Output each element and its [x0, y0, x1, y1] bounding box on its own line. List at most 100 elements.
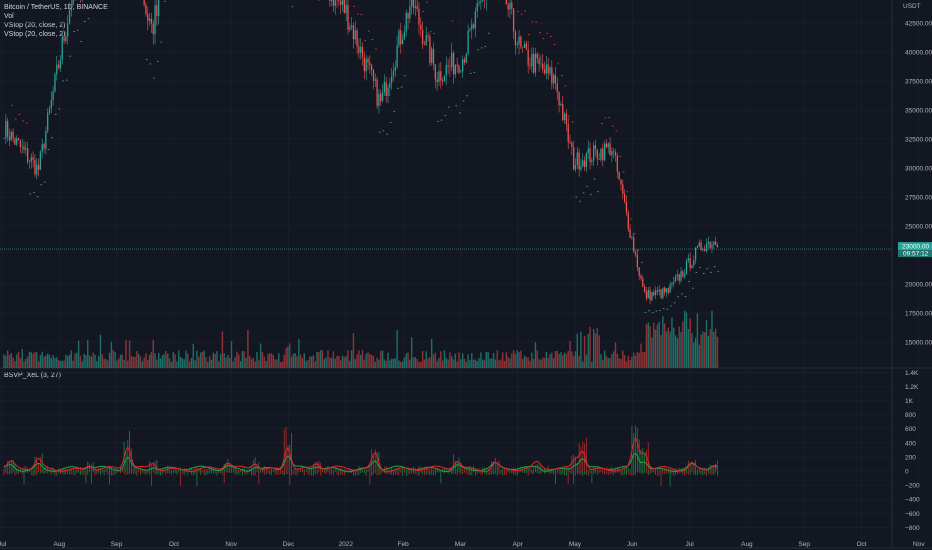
- volume-bar: [12, 357, 14, 368]
- vstop-dot: [648, 310, 650, 312]
- candle: [10, 131, 12, 141]
- volume-bar: [529, 360, 531, 368]
- volume-bar: [578, 355, 580, 368]
- volume-bar: [132, 356, 134, 368]
- candle: [516, 44, 518, 46]
- volume-bar: [574, 351, 577, 368]
- volume-bar: [367, 352, 369, 368]
- y-tick-label: 20000.00: [905, 281, 932, 288]
- candle-layer: [3, 0, 719, 304]
- candle: [429, 36, 431, 63]
- osc-y-tick-label: −200: [905, 483, 920, 490]
- volume-bar: [552, 358, 555, 368]
- candle: [569, 141, 571, 143]
- vol-legend[interactable]: Vol: [4, 13, 14, 20]
- volume-bar: [181, 358, 184, 368]
- volume-bar: [660, 335, 662, 368]
- volume-bar: [43, 356, 45, 368]
- osc-y-tick-label: −400: [905, 497, 920, 504]
- candle: [698, 242, 700, 247]
- volume-bar: [496, 350, 498, 368]
- candle: [474, 11, 477, 28]
- volume-bar: [680, 331, 682, 368]
- volume-bar: [121, 354, 123, 368]
- candle: [434, 64, 436, 80]
- y-tick-label: 35000.00: [905, 107, 932, 114]
- vstop-dot: [615, 130, 618, 132]
- volume-bar: [199, 352, 202, 368]
- candle: [705, 243, 708, 251]
- x-tick-label: Apr: [513, 541, 524, 548]
- volume-bar: [643, 351, 646, 368]
- volume-bar: [303, 353, 305, 368]
- osc-line-red: [3, 436, 718, 473]
- volume-bar: [292, 353, 295, 368]
- vstop-dot: [386, 133, 388, 135]
- candle: [329, 0, 331, 1]
- candle: [72, 0, 74, 6]
- volume-bar: [145, 353, 147, 368]
- candle: [709, 241, 711, 248]
- volume-bar: [440, 351, 442, 368]
- vstop-dot: [575, 196, 578, 198]
- volume-bar: [316, 351, 318, 368]
- vstop-dot: [153, 77, 155, 79]
- candle: [5, 120, 7, 139]
- indicator-legend[interactable]: BSVP_XeL (3, 27): [4, 372, 61, 379]
- candle: [665, 288, 668, 293]
- vstop-dot: [357, 13, 359, 15]
- symbol-title[interactable]: Bitcoin / TetherUS, 1D, BINANCE: [4, 4, 108, 11]
- candle: [36, 164, 38, 175]
- volume-bar: [514, 353, 517, 368]
- vstop-legend-1[interactable]: VStop (20, close, 2): [4, 22, 66, 29]
- candle: [476, 3, 478, 12]
- volume-bar: [281, 361, 284, 368]
- volume-bar: [565, 353, 568, 368]
- candle: [527, 49, 529, 66]
- volume-bar: [128, 340, 131, 368]
- candle: [571, 142, 573, 148]
- volume-bar: [227, 354, 229, 368]
- volume-bar: [576, 333, 578, 368]
- candle: [32, 157, 34, 160]
- volume-bar: [265, 360, 267, 368]
- volume-bar: [471, 353, 473, 368]
- volume-bar: [478, 358, 480, 368]
- volume-bar: [463, 359, 466, 368]
- volume-bar: [613, 351, 615, 368]
- volume-bar: [290, 356, 293, 368]
- volume-bar: [307, 360, 309, 368]
- volume-bar: [418, 361, 420, 368]
- vstop-dot: [51, 137, 53, 139]
- volume-bar: [137, 353, 140, 368]
- volume-bar: [600, 354, 602, 368]
- candle: [354, 30, 356, 40]
- volume-bar: [85, 355, 87, 368]
- candle: [512, 8, 515, 32]
- y-tick-label: 37500.00: [905, 78, 932, 85]
- volume-bar: [582, 361, 584, 368]
- candle: [158, 0, 160, 17]
- candle: [427, 35, 429, 37]
- volume-bar: [423, 359, 426, 368]
- vstop-dot: [480, 47, 483, 49]
- osc-y-tick-label: 1.2K: [905, 384, 919, 391]
- vstop-legend-2[interactable]: VStop (20, close, 2): [4, 31, 66, 38]
- volume-bar: [498, 360, 500, 368]
- volume-bar: [41, 351, 43, 368]
- volume-bar: [605, 355, 608, 368]
- volume-bar: [451, 356, 453, 368]
- volume-bar: [214, 353, 216, 368]
- candle: [469, 29, 471, 31]
- volume-bar: [603, 350, 606, 368]
- volume-bar: [216, 351, 218, 368]
- volume-bar: [361, 350, 364, 368]
- volume-bar: [609, 358, 611, 368]
- candle: [662, 287, 664, 298]
- candle: [562, 104, 564, 121]
- volume-bar: [247, 329, 249, 368]
- vstop-dot: [404, 75, 406, 77]
- candle: [552, 75, 555, 84]
- candle: [478, 2, 480, 4]
